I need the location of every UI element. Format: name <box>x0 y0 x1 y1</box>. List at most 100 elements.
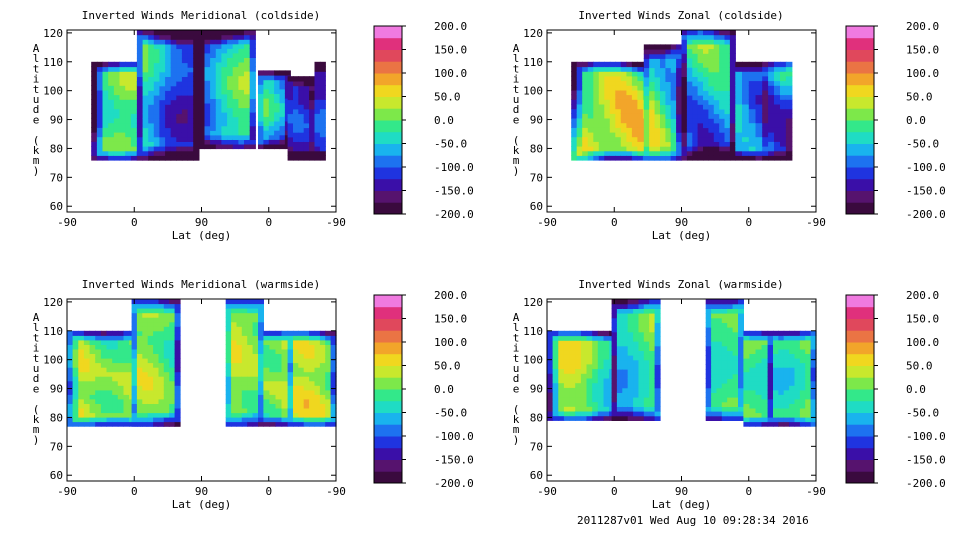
field-cell <box>783 348 790 354</box>
field-cell <box>153 127 160 133</box>
field-cell <box>309 80 316 87</box>
field-cell <box>112 344 119 350</box>
field-cell <box>604 127 611 133</box>
field-cell <box>163 389 170 395</box>
field-cell <box>721 378 728 384</box>
field-cell <box>275 398 283 404</box>
field-cell <box>67 403 74 409</box>
field-cell <box>611 373 618 379</box>
field-cell <box>660 109 666 115</box>
field-cell <box>231 312 238 318</box>
field-cell <box>298 127 305 133</box>
field-cell <box>303 344 310 350</box>
field-cell <box>244 71 251 77</box>
colorbar-label: -50.0 <box>906 407 939 420</box>
field-cell <box>325 358 332 364</box>
field-cell <box>686 113 693 119</box>
field-cell <box>319 122 326 128</box>
field-cell <box>742 131 750 138</box>
field-cell <box>719 155 726 161</box>
field-cell <box>727 299 734 305</box>
field-cell <box>232 93 239 99</box>
field-cell <box>778 358 785 364</box>
field-cell <box>225 362 232 368</box>
field-cell <box>697 76 704 82</box>
field-cell <box>193 30 200 36</box>
field-cell <box>275 403 283 409</box>
field-cell <box>279 98 286 104</box>
field-cell <box>142 412 149 418</box>
field-cell <box>724 90 731 96</box>
field-cell <box>755 113 763 119</box>
field-cell <box>232 102 239 109</box>
field-cell <box>193 62 200 68</box>
field-cell <box>67 421 74 427</box>
field-cell <box>649 406 656 412</box>
field-cell <box>325 330 332 336</box>
field-cell <box>563 354 571 360</box>
field-cell <box>563 330 571 337</box>
field-cell <box>631 122 638 128</box>
field-cell <box>293 380 299 386</box>
field-cell <box>231 348 238 354</box>
field-cell <box>215 98 222 104</box>
field-cell <box>748 146 757 152</box>
field-cell <box>314 127 321 133</box>
field-cell <box>181 99 189 105</box>
field-cell <box>735 150 743 156</box>
field-cell <box>314 136 321 142</box>
field-cell <box>169 330 176 336</box>
field-cell <box>755 80 763 86</box>
field-cell <box>303 367 310 373</box>
field-cell <box>724 113 731 119</box>
field-cell <box>558 335 565 341</box>
field-cell <box>575 410 582 417</box>
field-cell <box>241 303 248 309</box>
field-cell <box>117 385 124 391</box>
field-cell <box>571 66 578 72</box>
field-cell <box>774 80 781 86</box>
field-cell <box>314 117 321 124</box>
field-cell <box>649 86 656 92</box>
field-cell <box>181 48 189 54</box>
field-cell <box>686 53 693 59</box>
field-cell <box>275 362 283 368</box>
field-cell <box>153 104 160 110</box>
field-cell <box>582 89 589 96</box>
field-cell <box>660 99 666 106</box>
field-cell <box>309 344 316 350</box>
field-cell <box>169 317 176 323</box>
field-cell <box>198 98 205 104</box>
field-cell <box>654 132 661 138</box>
field-cell <box>187 30 194 36</box>
field-cell <box>303 146 310 152</box>
field-cell <box>249 125 256 131</box>
field-cell <box>692 76 699 82</box>
field-cell <box>571 80 578 86</box>
field-cell <box>258 303 264 309</box>
field-cell <box>665 104 672 110</box>
field-cell <box>738 327 744 333</box>
field-cell <box>112 403 119 409</box>
field-cell <box>665 62 672 69</box>
field-cell <box>799 408 806 414</box>
field-cell <box>697 67 704 73</box>
field-cell <box>91 99 98 105</box>
field-cell <box>142 113 149 119</box>
field-cell <box>193 155 200 161</box>
field-cell <box>159 81 166 87</box>
field-cell <box>89 339 96 345</box>
field-cell <box>732 313 739 319</box>
field-cell <box>249 30 256 36</box>
field-cell <box>198 139 205 145</box>
field-cell <box>749 367 757 373</box>
field-cell <box>72 339 79 345</box>
field-cell <box>163 326 170 332</box>
field-cell <box>649 155 656 161</box>
field-cell <box>227 89 234 95</box>
field-cell <box>631 136 638 142</box>
field-cell <box>638 359 645 365</box>
field-cell <box>643 132 650 138</box>
field-cell <box>580 349 588 355</box>
field-cell <box>783 358 790 364</box>
